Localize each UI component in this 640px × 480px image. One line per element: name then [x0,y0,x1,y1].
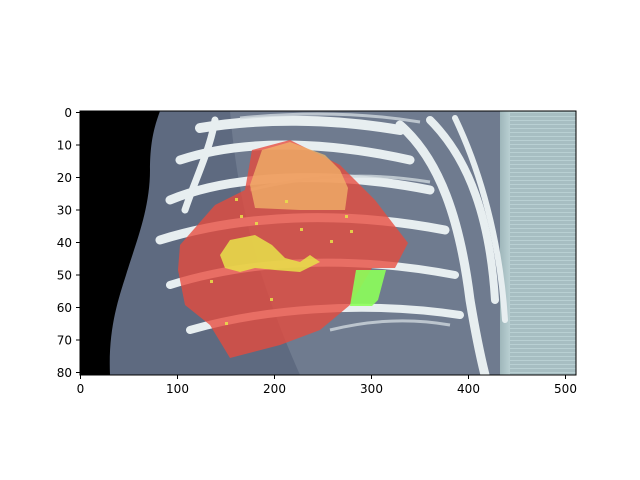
x-tick: 0 [77,375,85,396]
y-tick: 30 [57,204,80,218]
y-tick-label: 20 [57,171,72,185]
y-tick: 20 [57,171,80,185]
y-tick-label: 30 [57,204,72,218]
x-tick-label: 500 [554,382,577,396]
x-tick-label: 200 [263,382,286,396]
x-tick: 500 [554,375,577,396]
y-tick-label: 10 [57,139,72,153]
right-band [505,111,576,375]
y-axis: 0 10 20 30 40 50 60 70 [57,106,80,380]
overlay-yellow-region [210,198,353,325]
x-tick-label: 100 [166,382,189,396]
y-tick: 80 [57,366,80,380]
y-tick: 40 [57,236,80,250]
overlay-green-region [350,270,386,306]
x-axis: 0 100 200 300 400 500 [77,375,577,396]
y-tick-label: 60 [57,301,72,315]
ct-image [80,111,576,375]
x-tick-label: 400 [457,382,480,396]
y-tick-label: 50 [57,269,72,283]
overlay-orange-region [250,142,348,210]
x-tick: 300 [360,375,383,396]
x-tick: 400 [457,375,480,396]
y-tick-label: 0 [64,106,72,120]
y-tick-label: 80 [57,366,72,380]
y-tick-label: 70 [57,334,72,348]
y-tick-label: 40 [57,236,72,250]
x-tick: 100 [166,375,189,396]
y-tick: 50 [57,269,80,283]
y-tick: 60 [57,301,80,315]
y-tick: 10 [57,139,80,153]
x-tick-label: 300 [360,382,383,396]
x-tick: 200 [263,375,286,396]
y-tick: 0 [64,106,80,120]
y-tick: 70 [57,334,80,348]
x-tick-label: 0 [77,382,85,396]
